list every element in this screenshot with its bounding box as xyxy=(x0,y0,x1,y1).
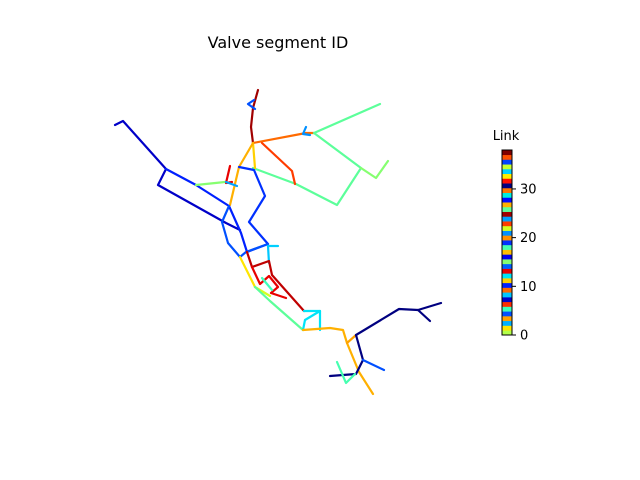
network-link xyxy=(220,204,242,259)
colorbar-band xyxy=(502,173,512,179)
network-link xyxy=(354,301,443,337)
colorbar-band xyxy=(502,202,512,208)
colorbar-band xyxy=(502,150,512,156)
colorbar-title: Link xyxy=(492,129,520,144)
colorbar-band xyxy=(502,268,512,274)
colorbar-band xyxy=(502,306,512,312)
colorbar-band xyxy=(502,282,512,288)
colorbar-band xyxy=(502,164,512,170)
colorbar-tick-label: 0 xyxy=(520,329,528,344)
network-link xyxy=(301,326,375,396)
colorbar-band xyxy=(502,249,512,255)
network-link xyxy=(224,180,239,188)
network-link xyxy=(251,131,363,207)
colorbar-band xyxy=(502,278,512,284)
network-link xyxy=(335,360,357,385)
colorbar-band xyxy=(502,254,512,260)
network-link xyxy=(249,88,260,145)
network-links xyxy=(113,88,443,396)
colorbar-band xyxy=(502,325,512,331)
figure-title: Valve segment ID xyxy=(207,33,349,52)
colorbar-band xyxy=(502,263,512,269)
colorbar-band xyxy=(502,192,512,198)
colorbar-band xyxy=(502,178,512,184)
colorbar-band xyxy=(502,287,512,293)
colorbar-band xyxy=(502,183,512,189)
colorbar-band xyxy=(502,244,512,250)
network-link xyxy=(312,102,382,135)
colorbar-band xyxy=(502,197,512,203)
colorbar-band xyxy=(502,320,512,326)
network-link xyxy=(301,309,322,332)
colorbar-band xyxy=(502,154,512,160)
network-link xyxy=(416,308,432,323)
network-link xyxy=(246,98,257,111)
colorbar-band xyxy=(502,316,512,322)
colorbar-band xyxy=(502,187,512,193)
colorbar-tick-label: 10 xyxy=(520,280,537,295)
colorbar-band xyxy=(502,235,512,241)
colorbar-band xyxy=(502,301,512,307)
colorbar-band xyxy=(502,311,512,317)
colorbar-band xyxy=(502,159,512,165)
network-link xyxy=(238,255,257,289)
network-link xyxy=(250,265,288,300)
colorbar-band xyxy=(502,221,512,227)
network-link xyxy=(251,141,257,170)
colorbar-band xyxy=(502,330,512,336)
network-link xyxy=(253,285,305,332)
network-link xyxy=(113,119,242,232)
colorbar-band xyxy=(502,273,512,279)
colorbar-band xyxy=(502,259,512,265)
network-link xyxy=(260,141,297,186)
colorbar-band xyxy=(502,225,512,231)
colorbar-band xyxy=(502,292,512,298)
colorbar-band xyxy=(502,206,512,212)
colorbar-tick-label: 20 xyxy=(520,231,537,246)
network-link xyxy=(301,125,312,137)
network-link xyxy=(245,250,306,313)
colorbar-tick-label: 30 xyxy=(520,182,537,197)
network-link xyxy=(345,333,358,345)
colorbar-band xyxy=(502,297,512,303)
network-link xyxy=(260,276,274,292)
network-link xyxy=(361,358,386,372)
network-link xyxy=(251,131,316,145)
colorbar-band xyxy=(502,240,512,246)
colorbar-ticks: 0 10 20 30 xyxy=(512,182,537,344)
colorbar-band xyxy=(502,230,512,236)
colorbar-band xyxy=(502,211,512,217)
colorbar-band xyxy=(502,216,512,222)
colorbar-bands xyxy=(502,150,512,336)
colorbar-frame xyxy=(501,149,513,336)
network-link xyxy=(194,180,227,187)
network-link xyxy=(359,159,390,180)
colorbar-band xyxy=(502,168,512,175)
